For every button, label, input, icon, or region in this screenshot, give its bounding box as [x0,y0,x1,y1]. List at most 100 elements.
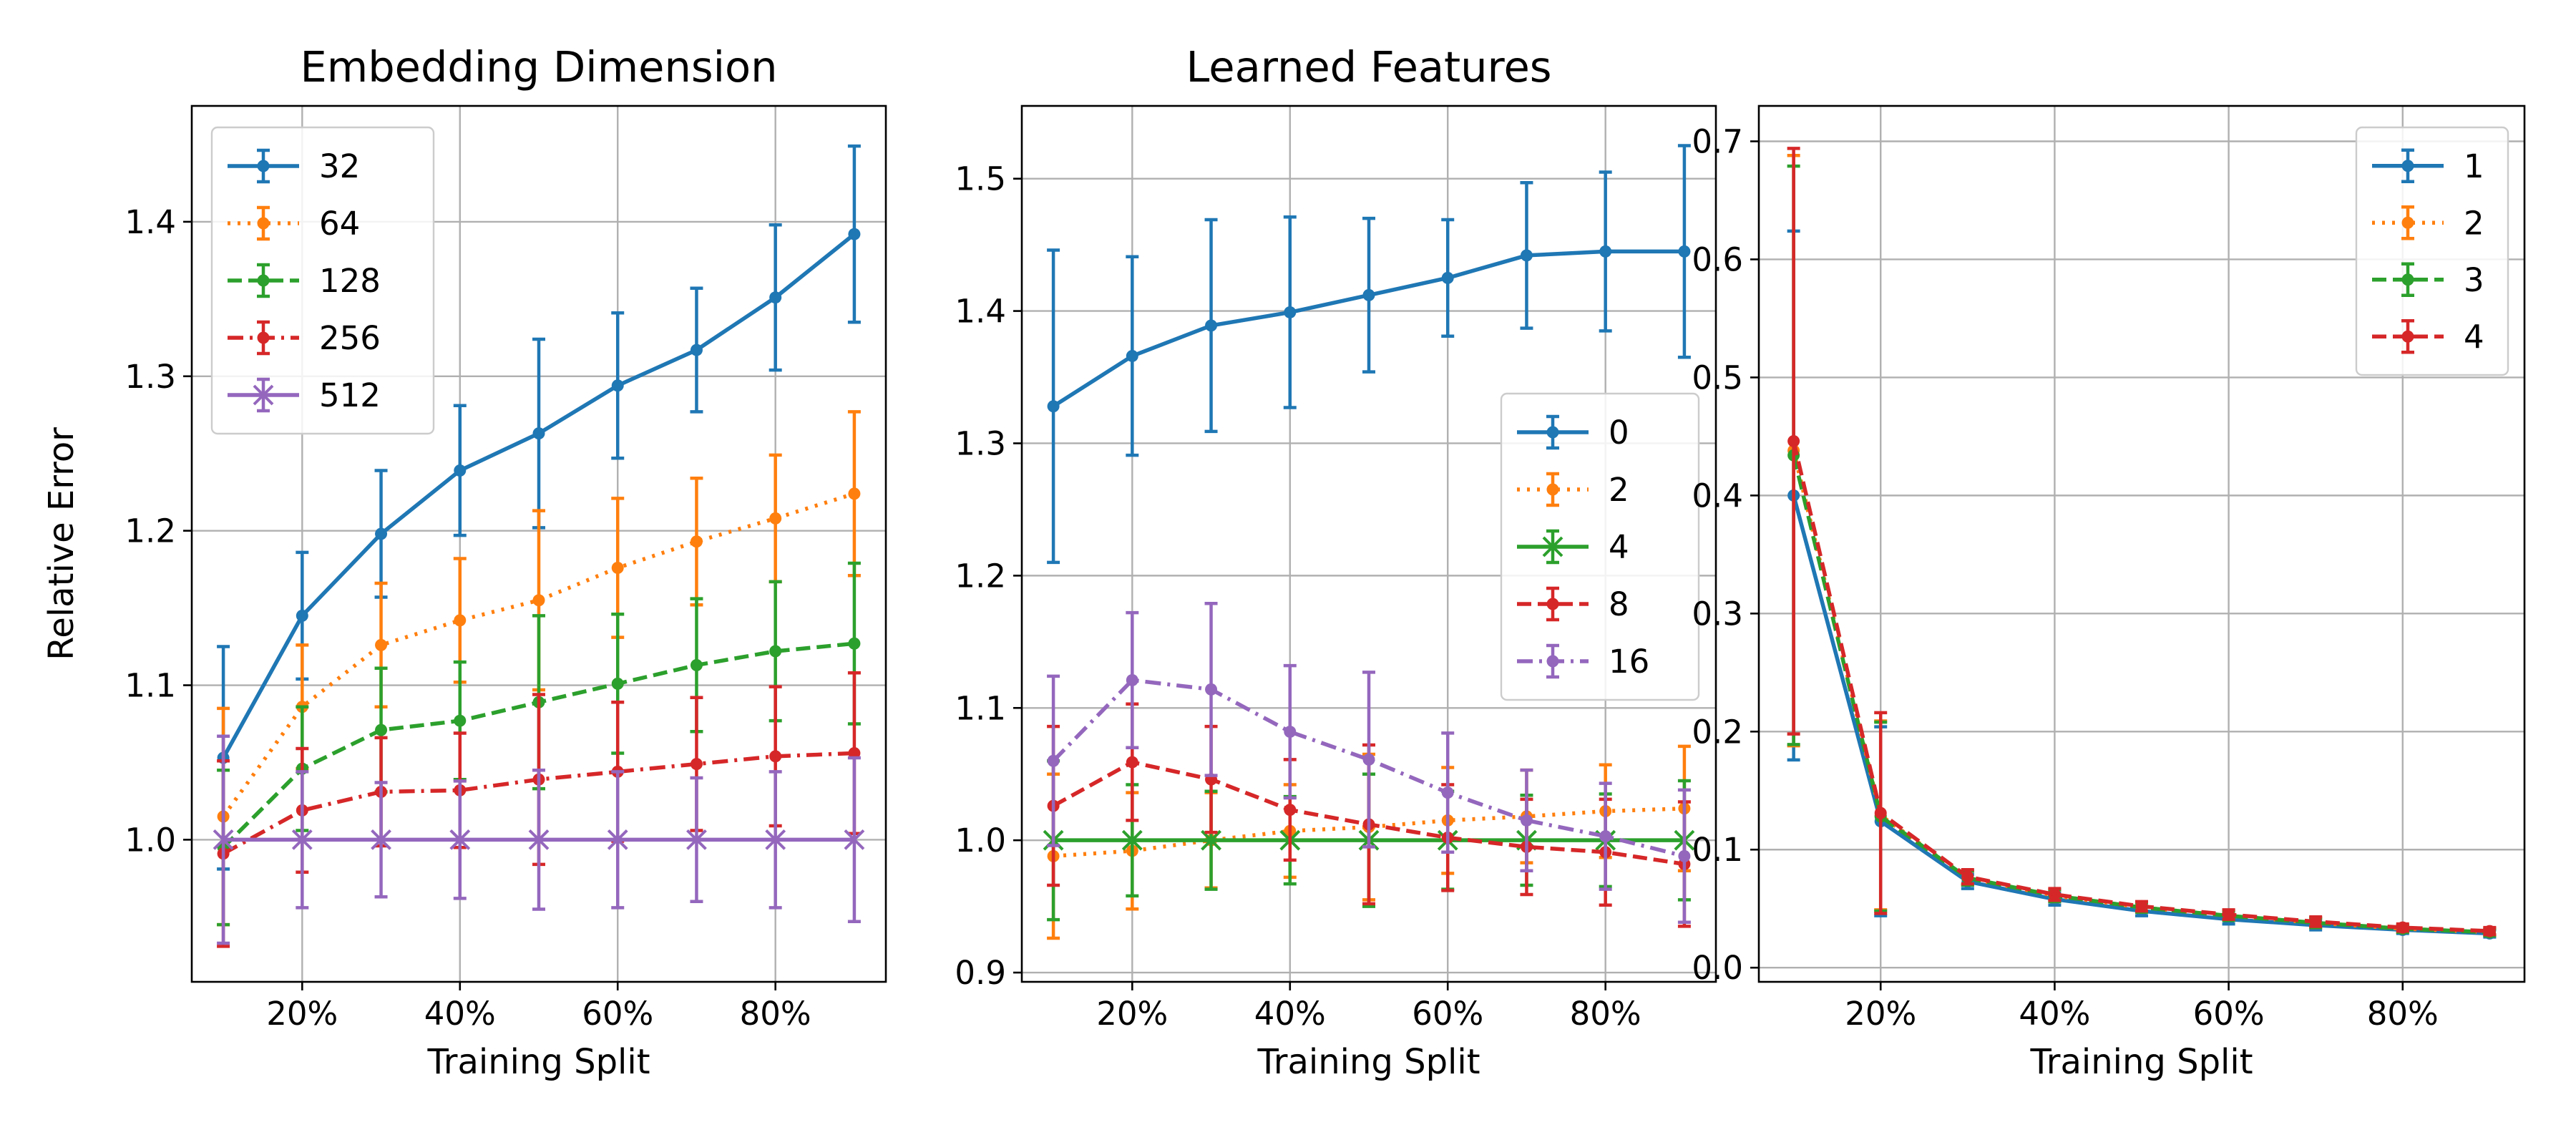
data-point [1205,683,1218,696]
data-point [1047,400,1060,413]
legend-item: 8 [1517,585,1629,623]
data-point [611,561,624,574]
series-line [1052,678,1685,859]
data-point [375,527,388,540]
legend-label: 8 [1609,585,1629,623]
data-point [1362,288,1375,301]
data-point [686,829,707,850]
data-point [2309,915,2322,928]
data-point [765,829,786,850]
data-point [1121,829,1143,851]
data-point [1441,786,1454,799]
data-point [1599,245,1612,258]
data-point [1205,319,1218,332]
legend-label: 128 [319,262,381,300]
y-tick-label: 0.9 [955,954,1006,992]
y-tick-label: 1.2 [955,557,1006,595]
x-tick-label: 60% [2193,995,2265,1033]
legend: 32 64 128 256 512 [210,126,435,435]
legend: 1 2 3 4 [2355,126,2509,376]
y-tick-label: 0.4 [1692,477,1743,515]
data-point [1126,673,1138,686]
y-axis-label: Relative Error [42,427,82,661]
chart-panel-1: 20% 40% 60% 80% 1.0 1.1 1.2 1.3 1.4 Embedding Dim… [42,42,887,1082]
y-tick-label: 1.3 [125,358,176,396]
axes-frame [190,104,887,983]
legend-label: 2 [2464,204,2484,242]
data-point [532,594,545,607]
y-tick-label: 1.4 [955,293,1006,331]
data-point [607,829,628,850]
data-point-stroke [371,829,391,850]
y-tick-label: 1.5 [955,160,1006,198]
y-tick-label: 1.2 [125,512,176,550]
y-tick-label: 1.4 [125,203,176,241]
y-tick-label: 1.0 [955,822,1006,859]
y-tick-label: 0.1 [1692,831,1743,869]
legend-item: 16 [1517,643,1649,681]
series-line [221,492,855,818]
data-point [2223,908,2235,921]
legend: 0 2 4 8 16 [1500,392,1700,701]
x-axis-label: Training Split [2029,1042,2253,1082]
legend-label: 4 [2464,318,2484,356]
x-tick-label: 40% [2019,995,2090,1033]
legend-box [2355,126,2509,376]
data-point [1599,830,1612,843]
data-point [2396,921,2409,934]
data-point-stroke [291,829,313,850]
data-point-stroke [607,829,628,850]
data-point [769,750,782,763]
series-512 [213,734,865,945]
legend-item: 512 [228,376,381,414]
x-tick-label: 40% [1254,995,1326,1033]
x-tick-label: 80% [1570,995,1641,1033]
data-point [690,344,703,356]
x-tick-label: 20% [266,995,338,1033]
data-point-stroke [449,829,471,850]
data-point [769,291,782,304]
x-tick-label: 80% [740,995,811,1033]
data-point-stroke [844,829,865,850]
legend-label: 16 [1609,643,1649,681]
x-axis-label: Training Split [426,1042,650,1082]
legend-marker [1546,483,1559,496]
data-point [848,637,861,650]
data-point [844,829,865,850]
data-point [848,487,861,500]
data-point [449,829,471,850]
y-tick-label: 0.2 [1692,713,1743,751]
legend-item: 128 [228,262,381,300]
data-point [1678,245,1691,258]
data-point [690,758,703,771]
legend-marker [2401,216,2414,229]
legend-label: 3 [2464,261,2484,299]
x-tick-label: 80% [2367,995,2439,1033]
legend-marker [257,331,270,344]
data-point [1874,807,1887,819]
data-point [2483,925,2496,937]
chart-panel-3: 20% 40% 60% 80% 0.0 0.1 0.2 0.3 0.4 0.5 0.6 0.7 Trai… [1692,104,2526,1082]
legend-item: 256 [228,319,381,357]
x-axis-label: Training Split [1257,1042,1480,1082]
y-tick-label: 1.3 [955,424,1006,462]
legend-item: 4 [1517,528,1629,566]
legend-label: 0 [1609,414,1629,452]
chart-panel-2: 20% 40% 60% 80% 0.9 1.0 1.1 1.2 1.3 1.4 1.5 Learned… [955,42,1717,1082]
data-point-stroke [765,829,786,850]
data-point [690,535,703,548]
data-point [1284,306,1297,318]
data-point [375,723,388,736]
legend-marker [257,160,270,172]
data-point-stroke [1121,829,1143,851]
data-point-stroke [213,829,234,850]
data-point-stroke [686,829,707,850]
series-16 [1047,601,1691,925]
data-point [1787,434,1800,447]
axes-frame [1020,104,1717,983]
data-point [1284,726,1297,739]
legend-label: 4 [1609,528,1629,566]
data-point [1441,271,1454,284]
series-4 [1787,147,2497,937]
legend-item: 32 [228,147,360,185]
